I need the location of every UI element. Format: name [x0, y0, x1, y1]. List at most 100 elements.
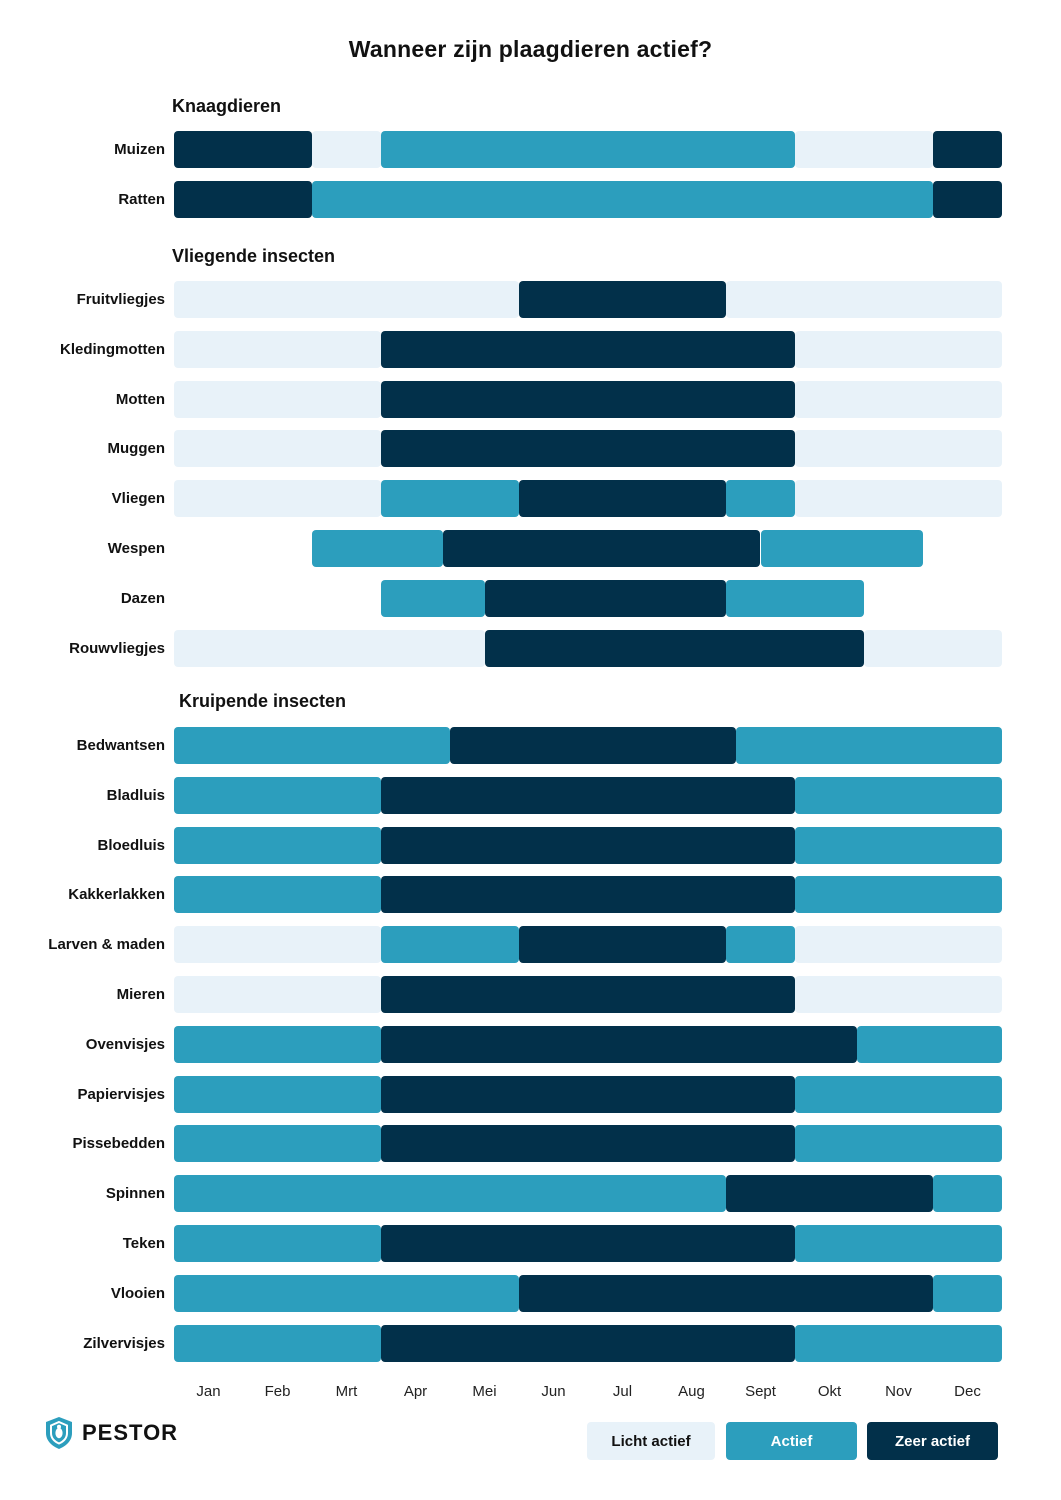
pestor-logo: PESTOR: [44, 1414, 178, 1452]
row-label-muizen: Muizen: [114, 141, 165, 158]
bar-segment-fruitvliegjes-licht: [174, 281, 519, 318]
activity-row-papiervisjes: [174, 1076, 1002, 1113]
bar-segment-bladluis-actief: [795, 777, 1002, 814]
bar-segment-bedwantsen-actief: [174, 727, 450, 764]
bar-segment-bladluis-zeer: [381, 777, 795, 814]
group-title-kruipende-insecten: Kruipende insecten: [179, 691, 347, 711]
row-label-pissebedden: Pissebedden: [72, 1135, 165, 1152]
bar-segment-bedwantsen-actief: [736, 727, 1002, 764]
row-label-kakkerlakken: Kakkerlakken: [68, 886, 165, 903]
row-label-vliegen: Vliegen: [111, 490, 165, 507]
bar-segment-papiervisjes-zeer: [381, 1076, 795, 1113]
bar-segment-wespen-actief: [760, 530, 923, 567]
bar-segment-muizen-zeer: [933, 131, 1002, 168]
bar-segment-dazen-zeer: [484, 580, 726, 617]
row-label-vlooien: Vlooien: [110, 1285, 165, 1302]
bar-segment-larven-en-maden-actief: [726, 926, 795, 963]
bar-segment-muggen-licht: [795, 430, 1002, 467]
month-label-sept: Sept: [745, 1383, 776, 1400]
bar-segment-motten-zeer: [381, 381, 795, 418]
bar-segment-kakkerlakken-actief: [795, 876, 1002, 913]
bar-segment-rouwvliegjes-licht: [174, 630, 485, 667]
bar-segment-muggen-licht: [174, 430, 381, 467]
bar-segment-ratten-actief: [312, 181, 933, 218]
bar-segment-wespen-actief: [312, 530, 444, 567]
bar-segment-ratten-zeer: [933, 181, 1002, 218]
bar-segment-pissebedden-actief: [795, 1125, 1002, 1162]
bar-segment-ovenvisjes-actief: [174, 1026, 381, 1063]
bar-segment-muizen-licht: [312, 131, 381, 168]
bar-segment-bloedluis-actief: [174, 827, 381, 864]
bar-segment-ovenvisjes-actief: [857, 1026, 1002, 1063]
bar-segment-spinnen-actief: [933, 1175, 1002, 1212]
activity-row-kledingmotten: [174, 331, 1002, 368]
legend-item-actief: Actief: [726, 1422, 857, 1460]
bar-segment-vlooien-actief: [174, 1275, 519, 1312]
bar-segment-vliegen-licht: [795, 480, 1002, 517]
legend-item-licht: Licht actief: [587, 1422, 715, 1460]
month-label-okt: Okt: [817, 1383, 842, 1400]
row-label-wespen: Wespen: [107, 540, 165, 557]
bar-segment-vlooien-actief: [933, 1275, 1002, 1312]
row-label-kledingmotten: Kledingmotten: [60, 341, 165, 358]
row-label-bladluis: Bladluis: [106, 787, 165, 804]
bar-segment-wespen-zeer: [443, 530, 761, 567]
month-label-dec: Dec: [954, 1383, 981, 1400]
row-label-zilvervisjes: Zilvervisjes: [83, 1335, 165, 1352]
bar-segment-ovenvisjes-zeer: [381, 1026, 858, 1063]
bar-segment-rouwvliegjes-licht: [864, 630, 1002, 667]
row-label-dazen: Dazen: [120, 590, 165, 607]
row-label-bedwantsen: Bedwantsen: [76, 737, 165, 754]
bar-segment-motten-licht: [795, 381, 1002, 418]
bar-segment-vliegen-zeer: [519, 480, 726, 517]
bar-segment-vliegen-actief: [381, 480, 519, 517]
group-title-knaagdieren: Knaagdieren: [172, 96, 282, 116]
month-label-mei: Mei: [472, 1383, 497, 1400]
group-title-vliegende-insecten: Vliegende insecten: [172, 246, 336, 266]
bar-segment-mieren-zeer: [381, 976, 795, 1013]
page-title: Wanneer zijn plaagdieren actief?: [348, 36, 713, 62]
row-label-bloedluis: Bloedluis: [97, 837, 165, 854]
bar-segment-teken-actief: [174, 1225, 381, 1262]
row-label-rouwvliegjes: Rouwvliegjes: [69, 640, 165, 657]
bar-segment-muizen-actief: [381, 131, 795, 168]
row-label-fruitvliegjes: Fruitvliegjes: [76, 291, 165, 308]
bar-segment-dazen-actief: [726, 580, 864, 617]
bar-segment-muizen-licht: [795, 131, 933, 168]
row-label-motten: Motten: [115, 391, 165, 408]
bar-segment-dazen-actief: [381, 580, 485, 617]
activity-row-ratten: [174, 181, 1002, 218]
bar-segment-fruitvliegjes-licht: [726, 281, 1002, 318]
bar-segment-kakkerlakken-actief: [174, 876, 381, 913]
bar-segment-spinnen-zeer: [726, 1175, 933, 1212]
activity-row-vlooien: [174, 1275, 1002, 1312]
activity-row-spinnen: [174, 1175, 1002, 1212]
month-label-aug: Aug: [678, 1383, 705, 1400]
activity-row-vliegen: [174, 480, 1002, 517]
legend-item-zeer: Zeer actief: [867, 1422, 998, 1460]
month-label-nov: Nov: [885, 1383, 912, 1400]
month-label-mrt: Mrt: [335, 1383, 358, 1400]
bar-segment-larven-en-maden-licht: [795, 926, 1002, 963]
activity-row-muggen: [174, 430, 1002, 467]
bar-segment-vlooien-zeer: [519, 1275, 933, 1312]
activity-row-rouwvliegjes: [174, 630, 1002, 667]
bar-segment-larven-en-maden-licht: [174, 926, 381, 963]
bar-segment-bloedluis-zeer: [381, 827, 795, 864]
row-label-mieren: Mieren: [116, 986, 165, 1003]
row-label-teken: Teken: [122, 1235, 165, 1252]
bar-segment-kledingmotten-zeer: [381, 331, 795, 368]
activity-row-kakkerlakken: [174, 876, 1002, 913]
bar-segment-kledingmotten-licht: [174, 331, 381, 368]
activity-row-bloedluis: [174, 827, 1002, 864]
bar-segment-zilvervisjes-zeer: [381, 1325, 795, 1362]
bar-segment-zilvervisjes-actief: [174, 1325, 381, 1362]
month-label-jul: Jul: [612, 1383, 633, 1400]
bar-segment-kakkerlakken-zeer: [381, 876, 795, 913]
bar-segment-papiervisjes-actief: [795, 1076, 1002, 1113]
bar-segment-muizen-zeer: [174, 131, 312, 168]
bar-segment-bedwantsen-zeer: [450, 727, 737, 764]
bar-segment-bladluis-actief: [174, 777, 381, 814]
bar-segment-fruitvliegjes-zeer: [519, 281, 726, 318]
activity-row-wespen: [312, 530, 923, 567]
